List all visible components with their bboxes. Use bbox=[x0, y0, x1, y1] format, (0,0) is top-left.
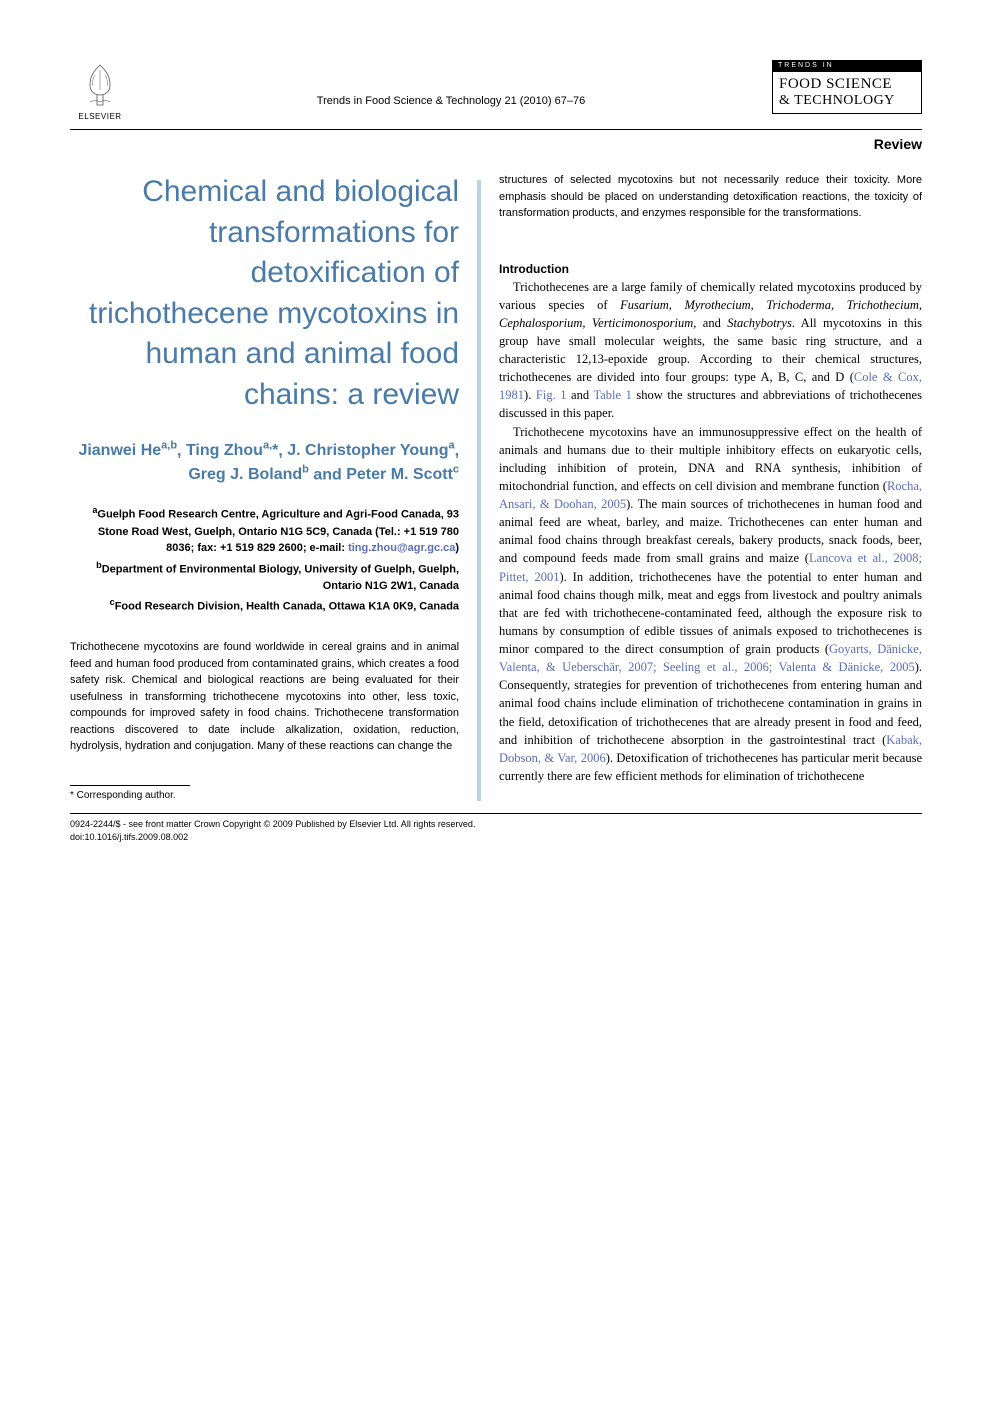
affiliation-a-close: ) bbox=[455, 542, 459, 554]
left-column: Chemical and biological transformations … bbox=[70, 172, 477, 801]
elsevier-label: ELSEVIER bbox=[78, 112, 121, 121]
footer-rule bbox=[70, 813, 922, 814]
corresponding-author-footnote: * Corresponding author. bbox=[70, 790, 459, 801]
introduction-body: Trichothecenes are a large family of che… bbox=[499, 278, 922, 786]
author-2: Ting Zhoua,* bbox=[186, 442, 278, 459]
p1-mid2: ). bbox=[524, 388, 536, 402]
ref-fig1[interactable]: Fig. 1 bbox=[536, 388, 567, 402]
journal-logo-line1: FOOD SCIENCE bbox=[779, 76, 915, 93]
copyright-line: 0924-2244/$ - see front matter Crown Cop… bbox=[70, 818, 922, 831]
journal-logo: TRENDS IN FOOD SCIENCE & TECHNOLOGY bbox=[772, 60, 922, 114]
p2-pre: Trichothecene mycotoxins have an immunos… bbox=[499, 425, 922, 493]
footer: 0924-2244/$ - see front matter Crown Cop… bbox=[70, 818, 922, 843]
doi-line: doi:10.1016/j.tifs.2009.08.002 bbox=[70, 831, 922, 844]
intro-para-2: Trichothecene mycotoxins have an immunos… bbox=[499, 423, 922, 786]
introduction-heading: Introduction bbox=[499, 262, 922, 276]
journal-logo-main: FOOD SCIENCE & TECHNOLOGY bbox=[772, 71, 922, 114]
header-rule bbox=[70, 129, 922, 130]
intro-para-1: Trichothecenes are a large family of che… bbox=[499, 278, 922, 423]
affiliations: aGuelph Food Research Centre, Agricultur… bbox=[70, 504, 459, 615]
page-header: ELSEVIER Trends in Food Science & Techno… bbox=[70, 60, 922, 121]
abstract-left: Trichothecene mycotoxins are found world… bbox=[70, 639, 459, 755]
content-columns: Chemical and biological transformations … bbox=[70, 172, 922, 801]
p1-and: and bbox=[696, 316, 727, 330]
p1-species2: Stachybotrys bbox=[727, 316, 792, 330]
p1-mid3: and bbox=[567, 388, 594, 402]
affiliation-b-text: Department of Environmental Biology, Uni… bbox=[102, 563, 459, 592]
corresponding-email[interactable]: ting.zhou@agr.gc.ca bbox=[348, 542, 455, 554]
journal-reference: Trends in Food Science & Technology 21 (… bbox=[130, 60, 772, 107]
affiliation-a: aGuelph Food Research Centre, Agricultur… bbox=[70, 504, 459, 556]
footnote-rule bbox=[70, 785, 190, 786]
affiliation-c-text: Food Research Division, Health Canada, O… bbox=[115, 601, 459, 613]
author-4: Greg J. Bolandb bbox=[188, 466, 309, 483]
review-label: Review bbox=[70, 136, 922, 152]
journal-logo-line2: & TECHNOLOGY bbox=[779, 93, 915, 109]
ref-table1[interactable]: Table 1 bbox=[593, 388, 631, 402]
elsevier-logo: ELSEVIER bbox=[70, 60, 130, 121]
article-title: Chemical and biological transformations … bbox=[70, 172, 459, 415]
author-3: J. Christopher Younga bbox=[287, 442, 454, 459]
authors: Jianwei Hea,b, Ting Zhoua,*, J. Christop… bbox=[70, 439, 459, 486]
author-5: Peter M. Scottc bbox=[346, 466, 459, 483]
affiliation-c: cFood Research Division, Health Canada, … bbox=[70, 596, 459, 615]
affiliation-b: bDepartment of Environmental Biology, Un… bbox=[70, 559, 459, 595]
author-1: Jianwei Hea,b bbox=[78, 442, 177, 459]
abstract-right: structures of selected mycotoxins but no… bbox=[499, 172, 922, 222]
elsevier-tree-icon bbox=[75, 60, 125, 110]
journal-logo-trends: TRENDS IN bbox=[772, 60, 922, 71]
right-column: structures of selected mycotoxins but no… bbox=[481, 172, 922, 801]
